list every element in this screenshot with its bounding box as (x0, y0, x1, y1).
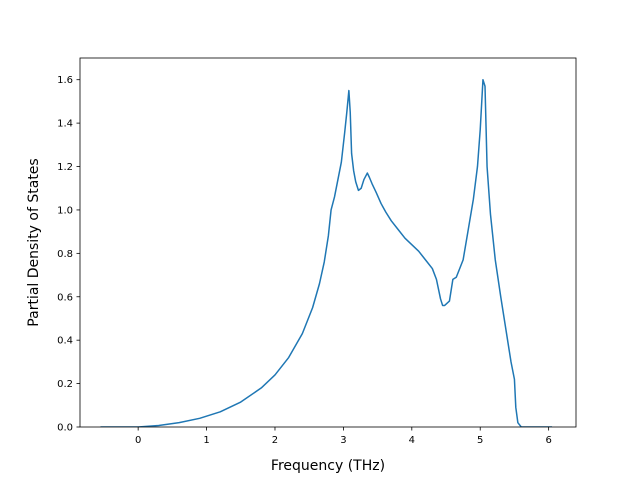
x-tick-label: 4 (409, 435, 415, 446)
x-axis-ticks: 0 1 2 3 4 5 6 (135, 427, 552, 446)
x-axis-title: Frequency (THz) (271, 458, 385, 474)
x-tick-label: 6 (545, 435, 551, 446)
y-tick-label: 0.0 (57, 423, 73, 434)
y-tick-label: 1.6 (57, 75, 73, 86)
y-tick-label: 1.0 (57, 205, 73, 216)
y-tick-label: 1.4 (57, 119, 73, 130)
plot-content (100, 78, 553, 427)
y-tick-label: 0.2 (57, 379, 73, 390)
x-tick-label: 5 (477, 435, 483, 446)
y-tick-label: 0.6 (57, 292, 73, 303)
plot-frame (79, 57, 577, 428)
x-tick-label: 1 (203, 435, 209, 446)
x-tick-label: 0 (135, 435, 141, 446)
x-tick-label: 3 (340, 435, 346, 446)
pdos-series-line (100, 78, 553, 427)
y-tick-label: 0.8 (57, 249, 73, 260)
y-axis-ticks: 0.0 0.2 0.4 0.6 0.8 1.0 1.2 1.4 1.6 (57, 75, 80, 434)
x-tick-label: 2 (272, 435, 278, 446)
y-axis-title: Partial Density of States (26, 158, 42, 326)
y-tick-label: 0.4 (57, 336, 73, 347)
y-tick-label: 1.2 (57, 162, 73, 173)
